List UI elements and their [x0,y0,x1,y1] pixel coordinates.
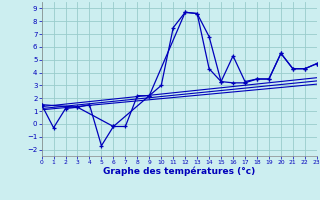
X-axis label: Graphe des températures (°c): Graphe des températures (°c) [103,167,255,176]
